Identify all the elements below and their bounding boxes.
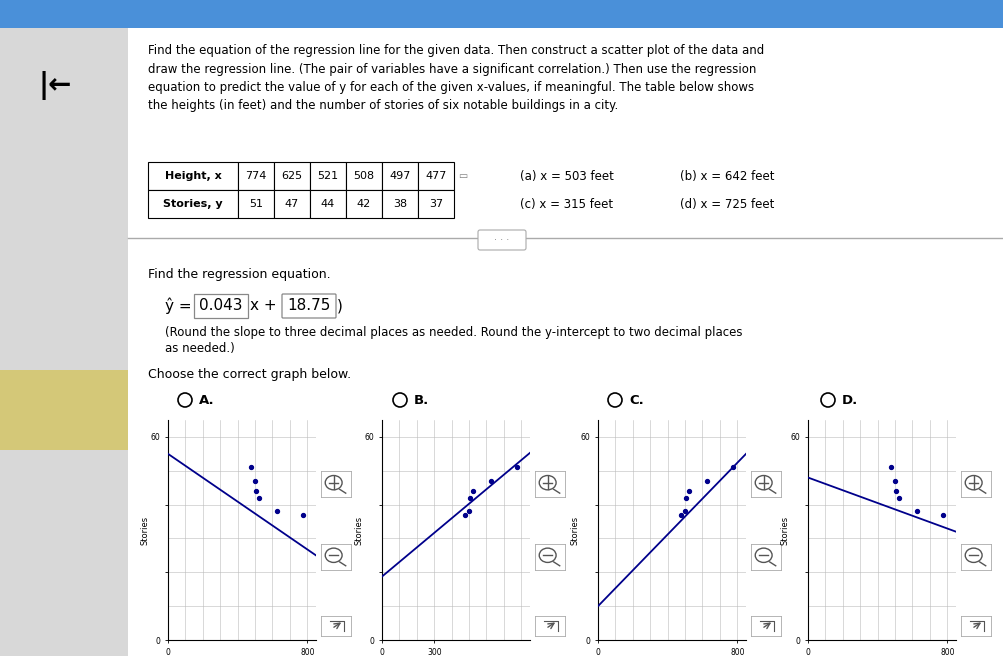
Point: [456, 510, 472, 520]
Text: as needed.): as needed.): [164, 342, 235, 355]
Point: [269, 506, 285, 517]
Bar: [147, 190, 238, 218]
Text: (Round the slope to three decimal places as needed. Round the y-intercept to two: (Round the slope to three decimal places…: [164, 326, 742, 339]
Point: [676, 506, 692, 517]
FancyBboxPatch shape: [282, 294, 336, 318]
Text: 477: 477: [425, 171, 446, 181]
Y-axis label: Stories: Stories: [779, 516, 788, 544]
Text: D.: D.: [842, 394, 858, 407]
Point: [883, 462, 899, 472]
Text: |←: |←: [38, 70, 71, 100]
Text: B.: B.: [413, 394, 429, 407]
Bar: [346, 190, 381, 218]
Text: (d) x = 725 feet: (d) x = 725 feet: [679, 198, 773, 211]
Point: [460, 506, 476, 517]
Bar: [274, 190, 310, 218]
Point: [248, 486, 264, 497]
Point: [247, 476, 263, 486]
Point: [243, 462, 259, 472]
Bar: [381, 190, 417, 218]
Bar: [417, 190, 453, 218]
Bar: [147, 162, 238, 190]
Point: [482, 476, 498, 486]
Text: ŷ =: ŷ =: [164, 298, 192, 314]
Text: 0.043: 0.043: [199, 298, 243, 314]
Text: 37: 37: [428, 199, 442, 209]
Text: A.: A.: [199, 394, 215, 407]
Y-axis label: Stories: Stories: [140, 516, 149, 544]
Text: · · ·: · · ·: [493, 235, 510, 245]
Point: [886, 476, 902, 486]
Bar: [0, 0, 1003, 28]
Text: 18.75: 18.75: [287, 298, 330, 314]
Text: 47: 47: [285, 199, 299, 209]
FancyBboxPatch shape: [194, 294, 248, 318]
Text: Height, x: Height, x: [164, 171, 221, 181]
Bar: [0, 28, 127, 656]
Text: 42: 42: [356, 199, 371, 209]
Text: 774: 774: [245, 171, 267, 181]
Bar: [310, 162, 346, 190]
Bar: [274, 162, 310, 190]
Point: [724, 462, 740, 472]
Text: 44: 44: [321, 199, 335, 209]
Bar: [238, 190, 274, 218]
Bar: [310, 190, 346, 218]
Point: [888, 486, 904, 497]
Bar: [0, 370, 127, 450]
Bar: [127, 28, 1003, 656]
Text: 521: 521: [317, 171, 338, 181]
Point: [934, 510, 950, 520]
Text: C.: C.: [628, 394, 643, 407]
Point: [672, 510, 688, 520]
Text: 497: 497: [389, 171, 410, 181]
Bar: [381, 162, 417, 190]
Point: [678, 493, 694, 503]
Y-axis label: Stories: Stories: [570, 516, 579, 544]
Y-axis label: Stories: Stories: [354, 516, 363, 544]
Text: 625: 625: [281, 171, 302, 181]
Point: [295, 510, 311, 520]
Text: 51: 51: [249, 199, 263, 209]
Text: x +: x +: [250, 298, 277, 314]
Text: (b) x = 642 feet: (b) x = 642 feet: [679, 170, 773, 183]
Text: Choose the correct graph below.: Choose the correct graph below.: [147, 368, 351, 381]
Point: [251, 493, 267, 503]
Bar: [238, 162, 274, 190]
Text: (a) x = 503 feet: (a) x = 503 feet: [520, 170, 613, 183]
Point: [680, 486, 696, 497]
Text: ▭: ▭: [457, 171, 466, 181]
Text: 508: 508: [353, 171, 374, 181]
Point: [464, 486, 480, 497]
Text: Find the equation of the regression line for the given data. Then construct a sc: Find the equation of the regression line…: [147, 44, 763, 112]
FancyBboxPatch shape: [477, 230, 526, 250]
Text: (c) x = 315 feet: (c) x = 315 feet: [520, 198, 613, 211]
Text: ): ): [337, 298, 343, 314]
Bar: [346, 162, 381, 190]
Point: [462, 493, 478, 503]
Text: 38: 38: [392, 199, 406, 209]
Point: [890, 493, 906, 503]
Point: [908, 506, 924, 517]
Point: [698, 476, 714, 486]
Text: Stories, y: Stories, y: [163, 199, 223, 209]
Point: [509, 462, 525, 472]
Text: Find the regression equation.: Find the regression equation.: [147, 268, 330, 281]
Bar: [417, 162, 453, 190]
